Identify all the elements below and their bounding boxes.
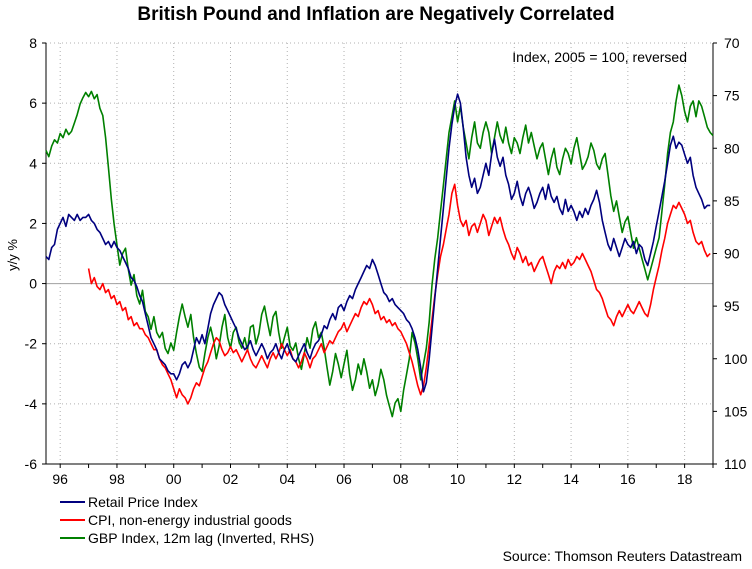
y2-tick-label: 105 <box>724 403 748 419</box>
source-note: Source: Thomson Reuters Datastream <box>502 548 742 564</box>
y-tick-label: -4 <box>25 396 38 412</box>
legend-item-rpi: Retail Price Index <box>60 493 314 511</box>
x-tick-label: 00 <box>166 471 182 487</box>
series-line-cpi <box>87 183 711 405</box>
y-tick-label: 4 <box>29 155 37 171</box>
y-tick-label: 6 <box>29 95 37 111</box>
y2-tick-label: 90 <box>724 246 740 262</box>
y-tick-label: -6 <box>25 456 38 472</box>
x-tick-label: 18 <box>677 471 693 487</box>
y2-tick-label: 70 <box>724 35 740 51</box>
series-line-gbp <box>45 84 714 418</box>
x-tick-label: 14 <box>563 471 579 487</box>
x-tick-label: 08 <box>393 471 409 487</box>
x-tick-label: 16 <box>620 471 636 487</box>
legend-item-gbp: GBP Index, 12m lag (Inverted, RHS) <box>60 529 314 547</box>
y-tick-label: 8 <box>29 35 37 51</box>
x-tick-label: 98 <box>109 471 125 487</box>
y-axis-label: y/y % <box>5 239 20 271</box>
y2-tick-label: 100 <box>724 351 748 367</box>
x-tick-label: 02 <box>223 471 239 487</box>
y2-tick-label: 75 <box>724 88 740 104</box>
y2-tick-label: 110 <box>724 456 747 472</box>
legend-swatch-rpi <box>60 501 85 503</box>
x-tick-label: 04 <box>279 471 295 487</box>
series-layer <box>45 84 714 418</box>
y2-tick-label: 95 <box>724 298 740 314</box>
legend-item-cpi: CPI, non-energy industrial goods <box>60 511 314 529</box>
legend-label-gbp: GBP Index, 12m lag (Inverted, RHS) <box>88 530 315 546</box>
grid-layer <box>46 42 713 465</box>
legend: Retail Price Index CPI, non-energy indus… <box>60 493 314 547</box>
chart-annotation: Index, 2005 = 100, reversed <box>512 49 687 65</box>
legend-swatch-gbp <box>60 537 85 539</box>
legend-label-rpi: Retail Price Index <box>88 494 198 510</box>
y2-tick-label: 80 <box>724 140 740 156</box>
series-line-rpi <box>45 93 711 393</box>
y2-tick-label: 85 <box>724 193 740 209</box>
x-tick-label: 12 <box>507 471 523 487</box>
y-tick-label: 0 <box>29 276 37 292</box>
y-tick-label: -2 <box>25 336 38 352</box>
legend-label-cpi: CPI, non-energy industrial goods <box>88 512 292 528</box>
x-tick-label: 10 <box>450 471 466 487</box>
legend-swatch-cpi <box>60 519 85 521</box>
x-tick-label: 96 <box>52 471 68 487</box>
y-tick-label: 2 <box>29 215 37 231</box>
chart-title: British Pound and Inflation are Negative… <box>137 4 615 25</box>
x-tick-label: 06 <box>336 471 352 487</box>
